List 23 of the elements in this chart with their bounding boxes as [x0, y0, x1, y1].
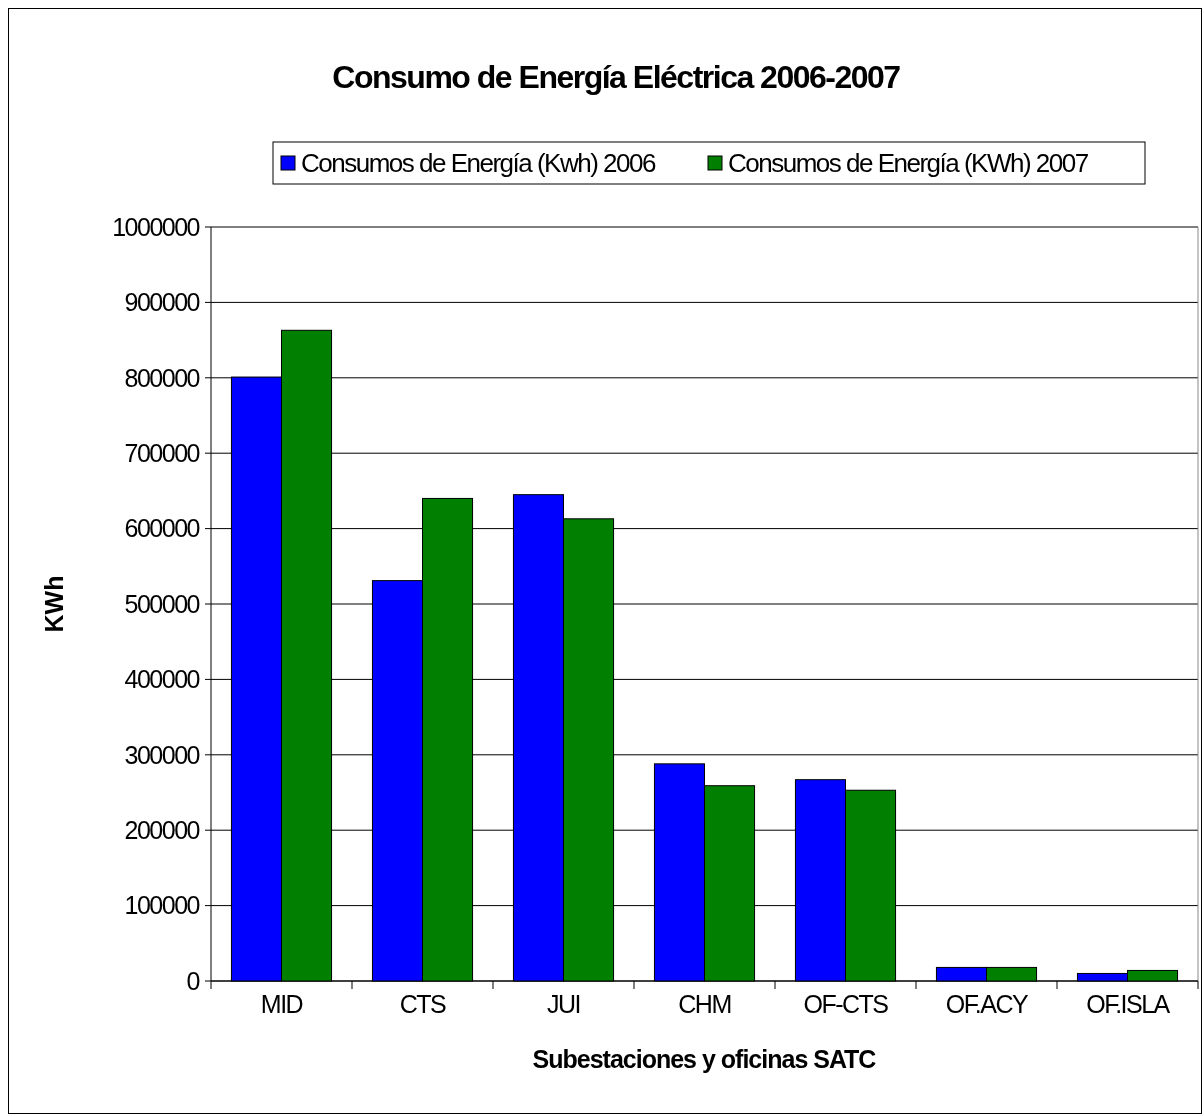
- x-tick-label: OF-CTS: [803, 990, 889, 1018]
- y-tick-label: 400000: [124, 665, 200, 694]
- y-tick-label: 0: [186, 966, 200, 995]
- y-tick-label: 1000000: [112, 212, 200, 241]
- y-tick-label: 100000: [124, 891, 200, 920]
- x-tick-label: OF.ACY: [945, 990, 1029, 1018]
- x-tick-label: CTS: [399, 990, 447, 1018]
- x-tick-label: MID: [260, 990, 303, 1018]
- legend-label: Consumos de Energía (KWh) 2007: [728, 148, 1089, 179]
- y-tick-label: 300000: [124, 740, 200, 769]
- legend-label: Consumos de Energía (Kwh) 2006: [301, 148, 656, 179]
- chart-title: Consumo de Energía Eléctrica 2006-2007: [332, 59, 901, 95]
- y-axis-title: KWh: [40, 575, 68, 633]
- y-tick-label: 500000: [124, 589, 200, 618]
- y-tick-label: 200000: [124, 815, 200, 844]
- x-tick-label: CHM: [678, 990, 731, 1018]
- y-tick-label: 800000: [124, 363, 200, 392]
- y-tick-label: 900000: [124, 288, 200, 317]
- y-tick-label: 600000: [124, 514, 200, 543]
- y-tick-label: 700000: [124, 438, 200, 467]
- x-axis-title: Subestaciones y oficinas SATC: [532, 1045, 877, 1073]
- x-tick-label: OF.ISLA: [1086, 990, 1171, 1018]
- x-tick-label: JUI: [547, 990, 580, 1018]
